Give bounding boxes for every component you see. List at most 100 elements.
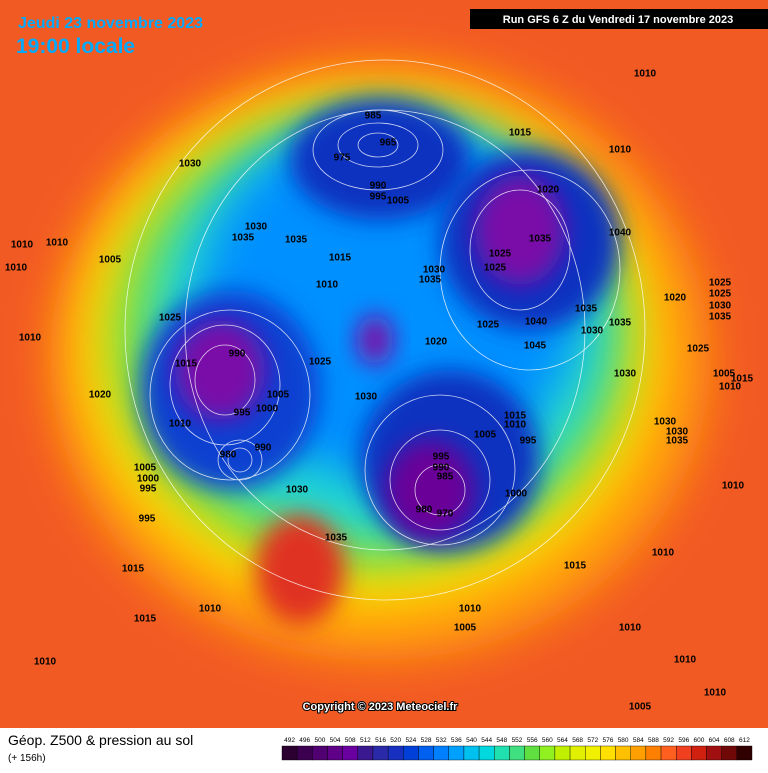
isobar-label: 1030 bbox=[614, 369, 637, 380]
isobar-label: 1015 bbox=[504, 411, 527, 422]
scale-label: 512 bbox=[360, 737, 371, 744]
isobar-label: 1010 bbox=[609, 145, 632, 156]
isobar-label: 1035 bbox=[419, 275, 442, 286]
scale-label: 552 bbox=[512, 737, 523, 744]
footer-title: Géop. Z500 & pression au sol bbox=[8, 732, 193, 748]
isobar-label: 1015 bbox=[329, 253, 352, 264]
isobar-label: 1025 bbox=[489, 249, 512, 260]
isobar-label: 995 bbox=[520, 436, 537, 447]
isobar-label: 1010 bbox=[199, 604, 222, 615]
isobar-label: 1035 bbox=[666, 436, 689, 447]
forecast-date: Jeudi 23 novembre 2023 bbox=[18, 15, 203, 32]
isobar-label: 1020 bbox=[537, 185, 560, 196]
isobar-label: 995 bbox=[370, 192, 387, 203]
scale-swatch bbox=[721, 745, 738, 761]
scale-label: 532 bbox=[436, 737, 447, 744]
run-banner bbox=[470, 9, 768, 29]
isobar-label: 1005 bbox=[629, 702, 652, 713]
isobar-label: 1035 bbox=[575, 304, 598, 315]
isobar-label: 1035 bbox=[285, 235, 308, 246]
isobar-label: 1030 bbox=[355, 392, 378, 403]
scale-label: 496 bbox=[299, 737, 310, 744]
copyright: Copyright © 2023 Meteociel.fr bbox=[303, 701, 459, 713]
isobar-label: 1025 bbox=[477, 320, 500, 331]
isobar-label: 970 bbox=[437, 509, 454, 520]
field bbox=[0, 0, 768, 728]
scale-label: 508 bbox=[345, 737, 356, 744]
isobar-label: 995 bbox=[139, 514, 156, 525]
isobar-label: 985 bbox=[365, 111, 382, 122]
isobar-label: 1020 bbox=[425, 337, 448, 348]
footer-lead: (+ 156h) bbox=[8, 753, 46, 764]
isobar-label: 1010 bbox=[19, 333, 42, 344]
scale-label: 588 bbox=[648, 737, 659, 744]
isobar-label: 1005 bbox=[454, 623, 477, 634]
isobar-label: 1030 bbox=[286, 485, 309, 496]
isobar-label: 1015 bbox=[564, 561, 587, 572]
scale-label: 516 bbox=[375, 737, 386, 744]
isobar-label: 995 bbox=[140, 484, 157, 495]
isobar-label: 1025 bbox=[159, 313, 182, 324]
isobar-label: 1005 bbox=[713, 369, 736, 380]
isobar-label: 1010 bbox=[504, 420, 527, 431]
isobar-label: 1010 bbox=[722, 481, 745, 492]
scale-label: 544 bbox=[481, 737, 492, 744]
scale-swatch bbox=[312, 745, 328, 761]
scale-label: 556 bbox=[527, 737, 538, 744]
isobar-label: 1025 bbox=[309, 357, 332, 368]
scale-label: 564 bbox=[557, 737, 568, 744]
isobar-label: 1030 bbox=[654, 417, 677, 428]
scale-swatch bbox=[509, 745, 525, 761]
scale-swatch bbox=[569, 745, 586, 761]
isobar-label: 995 bbox=[234, 408, 251, 419]
isobar-label: 1005 bbox=[267, 390, 290, 401]
scale-swatch bbox=[675, 745, 692, 761]
scale-label: 560 bbox=[542, 737, 553, 744]
isobar-label: 995 bbox=[433, 452, 450, 463]
scale-label: 600 bbox=[694, 737, 705, 744]
isobar-label: 1010 bbox=[11, 240, 34, 251]
isobar-label: 1000 bbox=[256, 404, 279, 415]
scale-label: 592 bbox=[663, 737, 674, 744]
isobar-label: 990 bbox=[255, 443, 272, 454]
isobar-label: 1000 bbox=[137, 474, 160, 485]
scale-swatch bbox=[494, 745, 510, 761]
isobar-label: 990 bbox=[370, 181, 387, 192]
isobar-label: 1035 bbox=[609, 318, 632, 329]
scale-swatch bbox=[357, 745, 374, 761]
scale-swatch bbox=[387, 745, 404, 761]
scale-swatch bbox=[554, 745, 571, 761]
isobar-label: 1015 bbox=[175, 359, 198, 370]
isobar-label: 1015 bbox=[509, 128, 532, 139]
scale-swatch bbox=[327, 745, 343, 761]
isobar-label: 1030 bbox=[709, 301, 732, 312]
scale-swatch bbox=[403, 745, 419, 761]
scale-swatch bbox=[660, 745, 677, 761]
isobar-label: 1040 bbox=[525, 317, 548, 328]
isobar-label: 1010 bbox=[619, 623, 642, 634]
isobar-label: 1025 bbox=[709, 289, 732, 300]
scale-label: 604 bbox=[709, 737, 720, 744]
scale-label: 500 bbox=[314, 737, 325, 744]
isobar-label: 1035 bbox=[709, 312, 732, 323]
scale-label: 548 bbox=[496, 737, 507, 744]
scale-swatch bbox=[281, 745, 298, 761]
isobar-label: 1005 bbox=[134, 463, 157, 474]
isobar-label: 990 bbox=[229, 349, 246, 360]
isobar-label: 1025 bbox=[709, 278, 732, 289]
scale-swatch bbox=[524, 745, 540, 761]
isobar-label: 1010 bbox=[634, 69, 657, 80]
scale-label: 540 bbox=[466, 737, 477, 744]
isobar-label: 1010 bbox=[46, 238, 69, 249]
isobar-label: 1010 bbox=[169, 419, 192, 430]
scale-label: 576 bbox=[603, 737, 614, 744]
isobar-label: 1015 bbox=[731, 374, 754, 385]
scale-swatch bbox=[736, 745, 753, 761]
scale-label: 608 bbox=[724, 737, 735, 744]
isobar-label: 1010 bbox=[459, 604, 482, 615]
scale-swatch bbox=[630, 745, 647, 761]
isobar-label: 1010 bbox=[34, 657, 57, 668]
scale-swatch bbox=[372, 745, 389, 761]
isobar-label: 1035 bbox=[325, 533, 348, 544]
scale-label: 596 bbox=[678, 737, 689, 744]
